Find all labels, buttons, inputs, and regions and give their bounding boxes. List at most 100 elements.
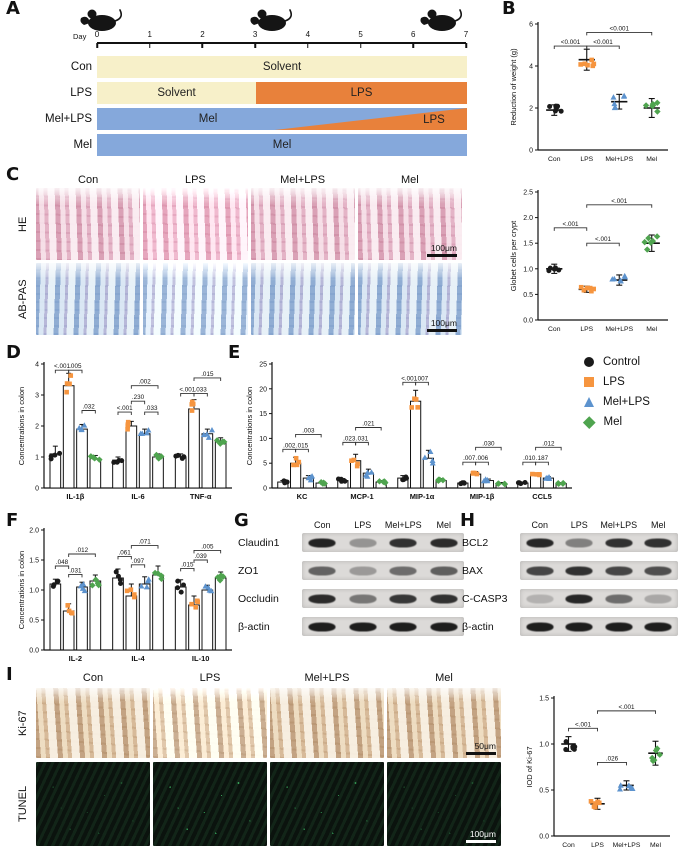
column-header: LPS bbox=[199, 672, 221, 684]
day-tick bbox=[96, 43, 98, 48]
protein-band bbox=[644, 622, 672, 631]
svg-text:<.001: <.001 bbox=[54, 363, 70, 370]
scale-bar: 100μm bbox=[427, 243, 457, 257]
day-tick-label: 0 bbox=[94, 30, 100, 39]
blot-row: β-actin bbox=[238, 617, 464, 636]
protein-band bbox=[526, 538, 554, 547]
svg-text:6: 6 bbox=[529, 22, 533, 29]
ki67-image-mel-lps bbox=[270, 688, 384, 758]
svg-text:0: 0 bbox=[35, 486, 39, 493]
square-marker-icon bbox=[584, 377, 594, 387]
svg-text:.002: .002 bbox=[139, 379, 152, 386]
svg-text:1.0: 1.0 bbox=[29, 588, 39, 595]
antiinflammatory-cytokines-chart: 0.0 0.5 1.0 1.5 2.0 Concentrations in colon .0… bbox=[16, 520, 234, 670]
protein-band bbox=[565, 538, 593, 547]
svg-text:<.001: <.001 bbox=[575, 721, 591, 728]
scale-bar-line bbox=[427, 329, 457, 332]
scale-bar-label: 100μm bbox=[469, 829, 496, 839]
protein-band bbox=[430, 538, 458, 547]
he-image-mel-lps bbox=[250, 188, 355, 260]
svg-text:2.0: 2.0 bbox=[29, 528, 39, 535]
svg-text:.187: .187 bbox=[536, 455, 549, 462]
blot-row: C-CASP3 bbox=[462, 589, 678, 608]
legend-item: LPS bbox=[584, 372, 650, 392]
protein-band bbox=[605, 538, 633, 547]
blot-row: BCL2 bbox=[462, 533, 678, 552]
protein-label: ZO1 bbox=[238, 564, 259, 577]
svg-text:0.5: 0.5 bbox=[539, 788, 549, 795]
timeline-row-con: Con Solvent bbox=[6, 56, 467, 78]
svg-text:.010: .010 bbox=[523, 455, 536, 462]
ihc-column-headers: Con LPS Mel+LPS Mel bbox=[36, 672, 501, 684]
svg-text:2.0: 2.0 bbox=[523, 215, 533, 222]
column-header: Con bbox=[78, 174, 99, 186]
svg-text:.012: .012 bbox=[542, 440, 555, 447]
svg-text:.031: .031 bbox=[356, 435, 369, 442]
svg-text:<.001: <.001 bbox=[179, 386, 195, 393]
svg-text:<0.001: <0.001 bbox=[593, 39, 613, 46]
protein-band bbox=[605, 594, 633, 603]
protein-label: BCL2 bbox=[462, 536, 489, 549]
panel-label-i: I bbox=[6, 664, 13, 685]
svg-text:Mel+LPS: Mel+LPS bbox=[605, 156, 633, 163]
blot-strip bbox=[520, 589, 678, 608]
protein-band bbox=[389, 622, 417, 631]
mouse-icon bbox=[250, 9, 292, 31]
protein-band bbox=[308, 566, 336, 575]
blot-row: ZO1 bbox=[238, 561, 464, 580]
scale-bar-label: 50μm bbox=[474, 741, 496, 751]
circle-marker-icon bbox=[584, 357, 594, 367]
svg-text:.015: .015 bbox=[181, 561, 194, 568]
protein-band bbox=[389, 538, 417, 547]
protein-band bbox=[349, 538, 377, 547]
protein-band bbox=[605, 566, 633, 575]
protein-band bbox=[349, 566, 377, 575]
tunel-image-mel: 100μm bbox=[387, 762, 501, 846]
column-header: Mel+LPS bbox=[280, 174, 326, 186]
column-header: Con bbox=[82, 672, 104, 684]
blot-row: Claudin1 bbox=[238, 533, 464, 552]
column-header: Mel+LPS bbox=[304, 672, 350, 684]
protein-band bbox=[565, 566, 593, 575]
lane-header: Mel+LPS bbox=[600, 520, 638, 530]
group-label: Mel bbox=[73, 139, 92, 151]
blot-strip bbox=[520, 561, 678, 580]
svg-text:2: 2 bbox=[35, 424, 39, 431]
ki67-image-con bbox=[36, 688, 150, 758]
panel-label-f: F bbox=[6, 510, 19, 531]
svg-text:Mel: Mel bbox=[646, 156, 657, 163]
he-image-lps bbox=[143, 188, 248, 260]
svg-text:.015: .015 bbox=[296, 442, 309, 449]
svg-text:MIP-1β: MIP-1β bbox=[470, 492, 495, 501]
group-legend: Control LPS Mel+LPS Mel bbox=[583, 352, 650, 432]
legend-item: Mel+LPS bbox=[584, 392, 650, 412]
experiment-timeline-panel: Day 0 1 2 3 4 5 6 7 Con Solvent LPS Solvent LPS bbox=[0, 0, 482, 162]
scale-bar: 50μm bbox=[466, 741, 496, 755]
protein-band bbox=[389, 566, 417, 575]
protein-band bbox=[565, 622, 593, 631]
svg-text:LPS: LPS bbox=[580, 326, 593, 333]
panel-label-d: D bbox=[6, 342, 21, 363]
day-tick-label: 1 bbox=[147, 30, 152, 39]
panel-label-a: A bbox=[6, 0, 20, 19]
svg-text:.033: .033 bbox=[195, 386, 208, 393]
scale-bar-line bbox=[427, 254, 457, 257]
diamond-marker-icon bbox=[583, 415, 596, 429]
svg-text:LPS: LPS bbox=[591, 842, 604, 849]
protein-band bbox=[308, 594, 336, 603]
timeline-row-lps: LPS Solvent LPS bbox=[6, 82, 467, 104]
svg-text:4: 4 bbox=[35, 362, 39, 369]
legend-label: Control bbox=[603, 356, 641, 368]
protein-label: β-actin bbox=[462, 620, 494, 633]
svg-text:IL-4: IL-4 bbox=[131, 654, 145, 663]
svg-text:Mel+LPS: Mel+LPS bbox=[613, 842, 641, 849]
tunel-image-lps bbox=[153, 762, 267, 846]
svg-text:1.5: 1.5 bbox=[523, 241, 533, 248]
column-header: Mel bbox=[435, 672, 453, 684]
svg-text:.230: .230 bbox=[132, 394, 145, 401]
svg-text:Concentrations in colon: Concentrations in colon bbox=[17, 551, 26, 629]
protein-band bbox=[308, 538, 336, 547]
protein-band bbox=[526, 594, 554, 603]
row-label-he: HE bbox=[17, 216, 29, 232]
legend-label: Mel bbox=[603, 416, 623, 428]
